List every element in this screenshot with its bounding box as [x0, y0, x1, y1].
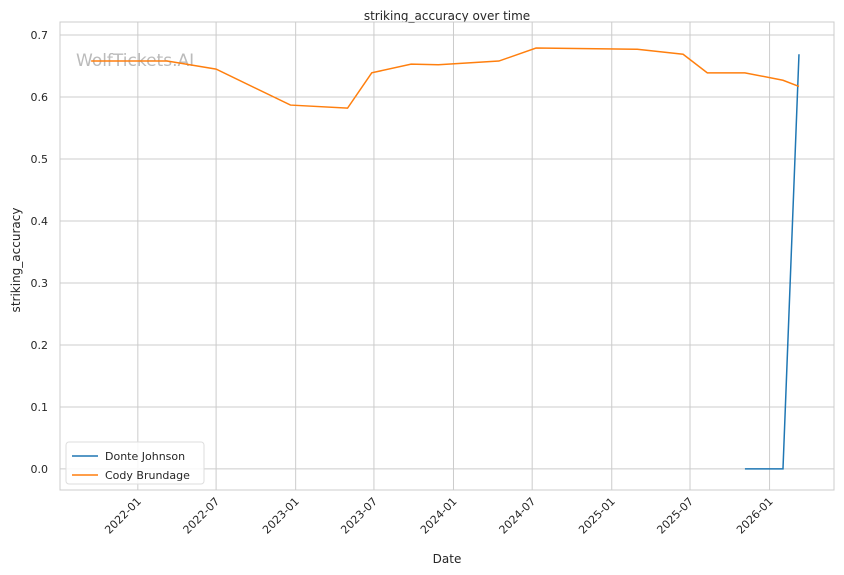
- y-tick-label: 0.3: [31, 277, 49, 290]
- x-tick-label: 2023-01: [260, 495, 302, 537]
- x-tick-label: 2022-01: [102, 495, 144, 537]
- y-tick-label: 0.1: [31, 401, 49, 414]
- x-tick-label: 2025-01: [576, 495, 618, 537]
- x-tick-label: 2022-07: [181, 495, 223, 537]
- x-tick-label: 2024-07: [497, 495, 539, 537]
- y-tick-label: 0.2: [31, 339, 49, 352]
- x-tick-label: 2023-07: [338, 495, 380, 537]
- x-tick-label: 2024-01: [418, 495, 460, 537]
- legend-label: Cody Brundage: [105, 469, 190, 482]
- series-line-cody-brundage: [91, 47, 800, 109]
- y-tick-label: 0.6: [31, 91, 49, 104]
- series-line-donte-johnson: [744, 54, 800, 470]
- legend: Donte Johnson Cody Brundage: [65, 441, 205, 485]
- y-tick-label: 0.5: [31, 153, 49, 166]
- plot-frame: [59, 21, 835, 491]
- y-tick-label: 0.4: [31, 215, 49, 228]
- x-axis-label: Date: [433, 552, 462, 566]
- legend-label: Donte Johnson: [105, 450, 185, 463]
- y-axis-label: striking_accuracy: [9, 208, 23, 313]
- y-tick-label: 0.7: [31, 29, 49, 42]
- y-tick-label: 0.0: [31, 463, 49, 476]
- x-tick-label: 2026-01: [734, 495, 776, 537]
- x-tick-label: 2025-07: [654, 495, 696, 537]
- chart-title: striking_accuracy over time: [364, 9, 530, 23]
